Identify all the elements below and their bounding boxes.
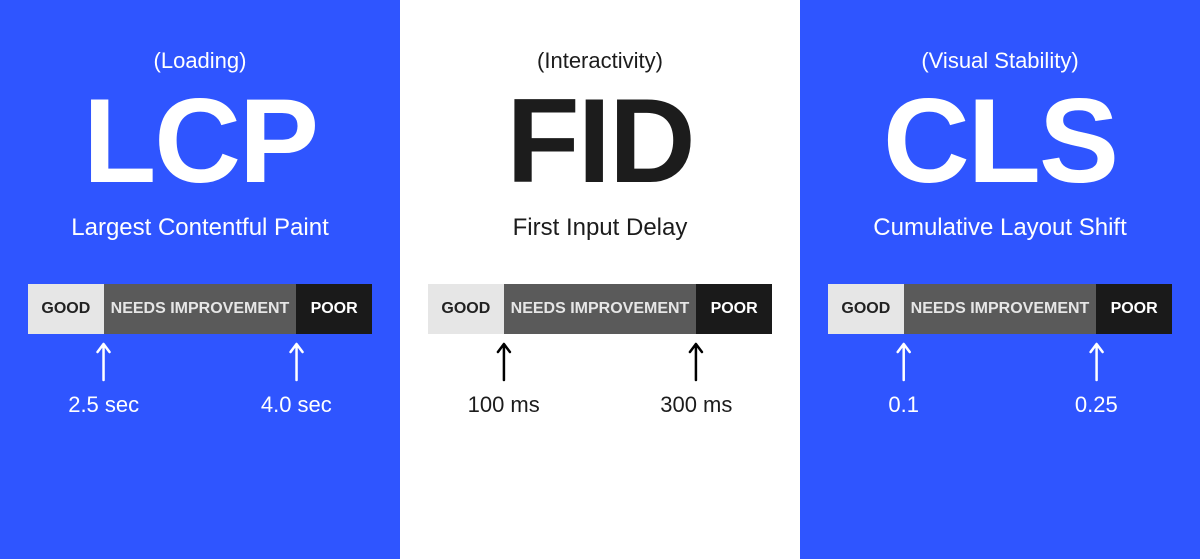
threshold-marker: 0.25 — [1075, 342, 1118, 418]
arrow-up-icon — [496, 342, 512, 382]
threshold-bar: GOOD NEEDS IMPROVEMENT POOR — [828, 284, 1172, 334]
segment-poor: POOR — [1096, 284, 1172, 334]
metric-fullname: Cumulative Layout Shift — [873, 214, 1126, 242]
threshold-label: 4.0 sec — [261, 392, 332, 418]
panel-fid: (Interactivity) FID First Input Delay GO… — [400, 0, 800, 559]
metric-fullname: First Input Delay — [513, 214, 688, 242]
segment-poor: POOR — [296, 284, 372, 334]
arrow-up-icon — [1088, 342, 1104, 382]
threshold-label: 300 ms — [660, 392, 732, 418]
segment-good: GOOD — [428, 284, 504, 334]
segment-good: GOOD — [828, 284, 904, 334]
segment-poor: POOR — [696, 284, 772, 334]
threshold-label: 100 ms — [468, 392, 540, 418]
metric-abbr: FID — [506, 78, 693, 204]
metric-abbr: LCP — [83, 78, 317, 204]
threshold-markers: 100 ms 300 ms — [428, 342, 772, 432]
threshold-label: 2.5 sec — [68, 392, 139, 418]
threshold-label: 0.25 — [1075, 392, 1118, 418]
threshold-markers: 2.5 sec 4.0 sec — [28, 342, 372, 432]
segment-needs-improvement: NEEDS IMPROVEMENT — [104, 284, 297, 334]
threshold-marker: 100 ms — [468, 342, 540, 418]
core-web-vitals-infographic: (Loading) LCP Largest Contentful Paint G… — [0, 0, 1200, 559]
threshold-label: 0.1 — [888, 392, 919, 418]
threshold-bar: GOOD NEEDS IMPROVEMENT POOR — [28, 284, 372, 334]
category-label: (Interactivity) — [537, 48, 663, 74]
threshold-bar: GOOD NEEDS IMPROVEMENT POOR — [428, 284, 772, 334]
segment-good: GOOD — [28, 284, 104, 334]
panel-cls: (Visual Stability) CLS Cumulative Layout… — [800, 0, 1200, 559]
threshold-marker: 4.0 sec — [261, 342, 332, 418]
threshold-marker: 300 ms — [660, 342, 732, 418]
arrow-up-icon — [688, 342, 704, 382]
arrow-up-icon — [96, 342, 112, 382]
metric-fullname: Largest Contentful Paint — [71, 214, 329, 242]
segment-needs-improvement: NEEDS IMPROVEMENT — [504, 284, 697, 334]
category-label: (Visual Stability) — [921, 48, 1078, 74]
panel-lcp: (Loading) LCP Largest Contentful Paint G… — [0, 0, 400, 559]
threshold-marker: 2.5 sec — [68, 342, 139, 418]
metric-abbr: CLS — [883, 78, 1117, 204]
arrow-up-icon — [896, 342, 912, 382]
threshold-marker: 0.1 — [888, 342, 919, 418]
threshold-markers: 0.1 0.25 — [828, 342, 1172, 432]
category-label: (Loading) — [154, 48, 247, 74]
segment-needs-improvement: NEEDS IMPROVEMENT — [904, 284, 1097, 334]
arrow-up-icon — [288, 342, 304, 382]
